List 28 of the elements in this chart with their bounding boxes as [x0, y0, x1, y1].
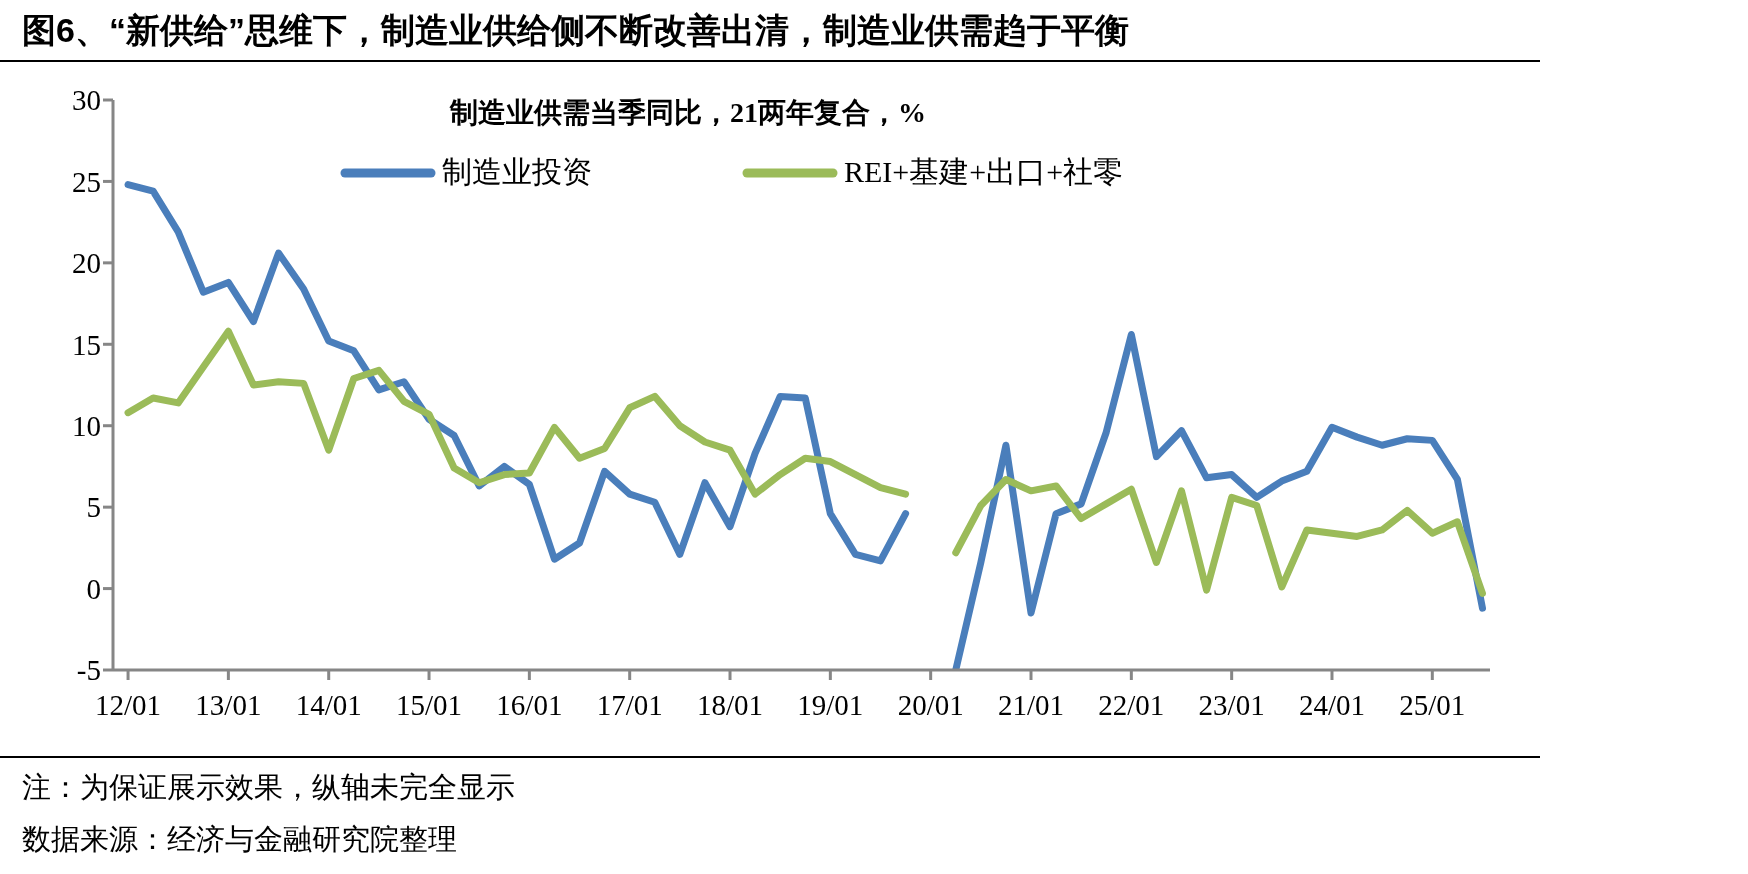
- x-tick-label: 23/01: [1198, 688, 1265, 721]
- x-tick-label: 18/01: [696, 688, 764, 721]
- legend-label: REI+基建+出口+社零: [844, 154, 1124, 190]
- x-tick-label: 25/01: [1399, 688, 1466, 721]
- x-tick-label: 12/01: [95, 688, 162, 721]
- x-tick-label: 17/01: [596, 688, 663, 721]
- x-tick-label: 16/01: [496, 688, 563, 721]
- y-tick-label: 0: [86, 572, 101, 605]
- chart-title: 图6、“新供给”思维下，制造业供给侧不断改善出清，制造业供需趋于平衡: [22, 10, 1129, 51]
- x-tick-label: 14/01: [295, 688, 362, 721]
- y-tick-label: 15: [72, 328, 101, 361]
- text: 注：为保证展示效果，纵轴未完全显示: [22, 770, 515, 805]
- y-tick-label: -5: [76, 654, 101, 687]
- x-tick-label: 24/01: [1298, 688, 1366, 721]
- y-tick-label: 10: [72, 410, 101, 443]
- y-tick-label: 5: [86, 491, 101, 524]
- y-tick-label: 25: [72, 165, 101, 198]
- chart-subtitle: 制造业供需当季同比，21两年复合，%: [450, 96, 926, 130]
- y-tick-label: 30: [72, 84, 101, 117]
- x-tick-label: 20/01: [897, 688, 964, 721]
- x-tick-label: 13/01: [195, 688, 262, 721]
- y-tick-label: 20: [72, 247, 101, 280]
- legend-label: 制造业投资: [442, 154, 592, 190]
- x-tick-label: 19/01: [797, 688, 864, 721]
- x-tick-label: 22/01: [1098, 688, 1165, 721]
- source-note: 数据来源：经济与金融研究院整理: [22, 822, 457, 857]
- x-tick-label: 15/01: [396, 688, 463, 721]
- x-tick-label: 21/01: [997, 688, 1065, 721]
